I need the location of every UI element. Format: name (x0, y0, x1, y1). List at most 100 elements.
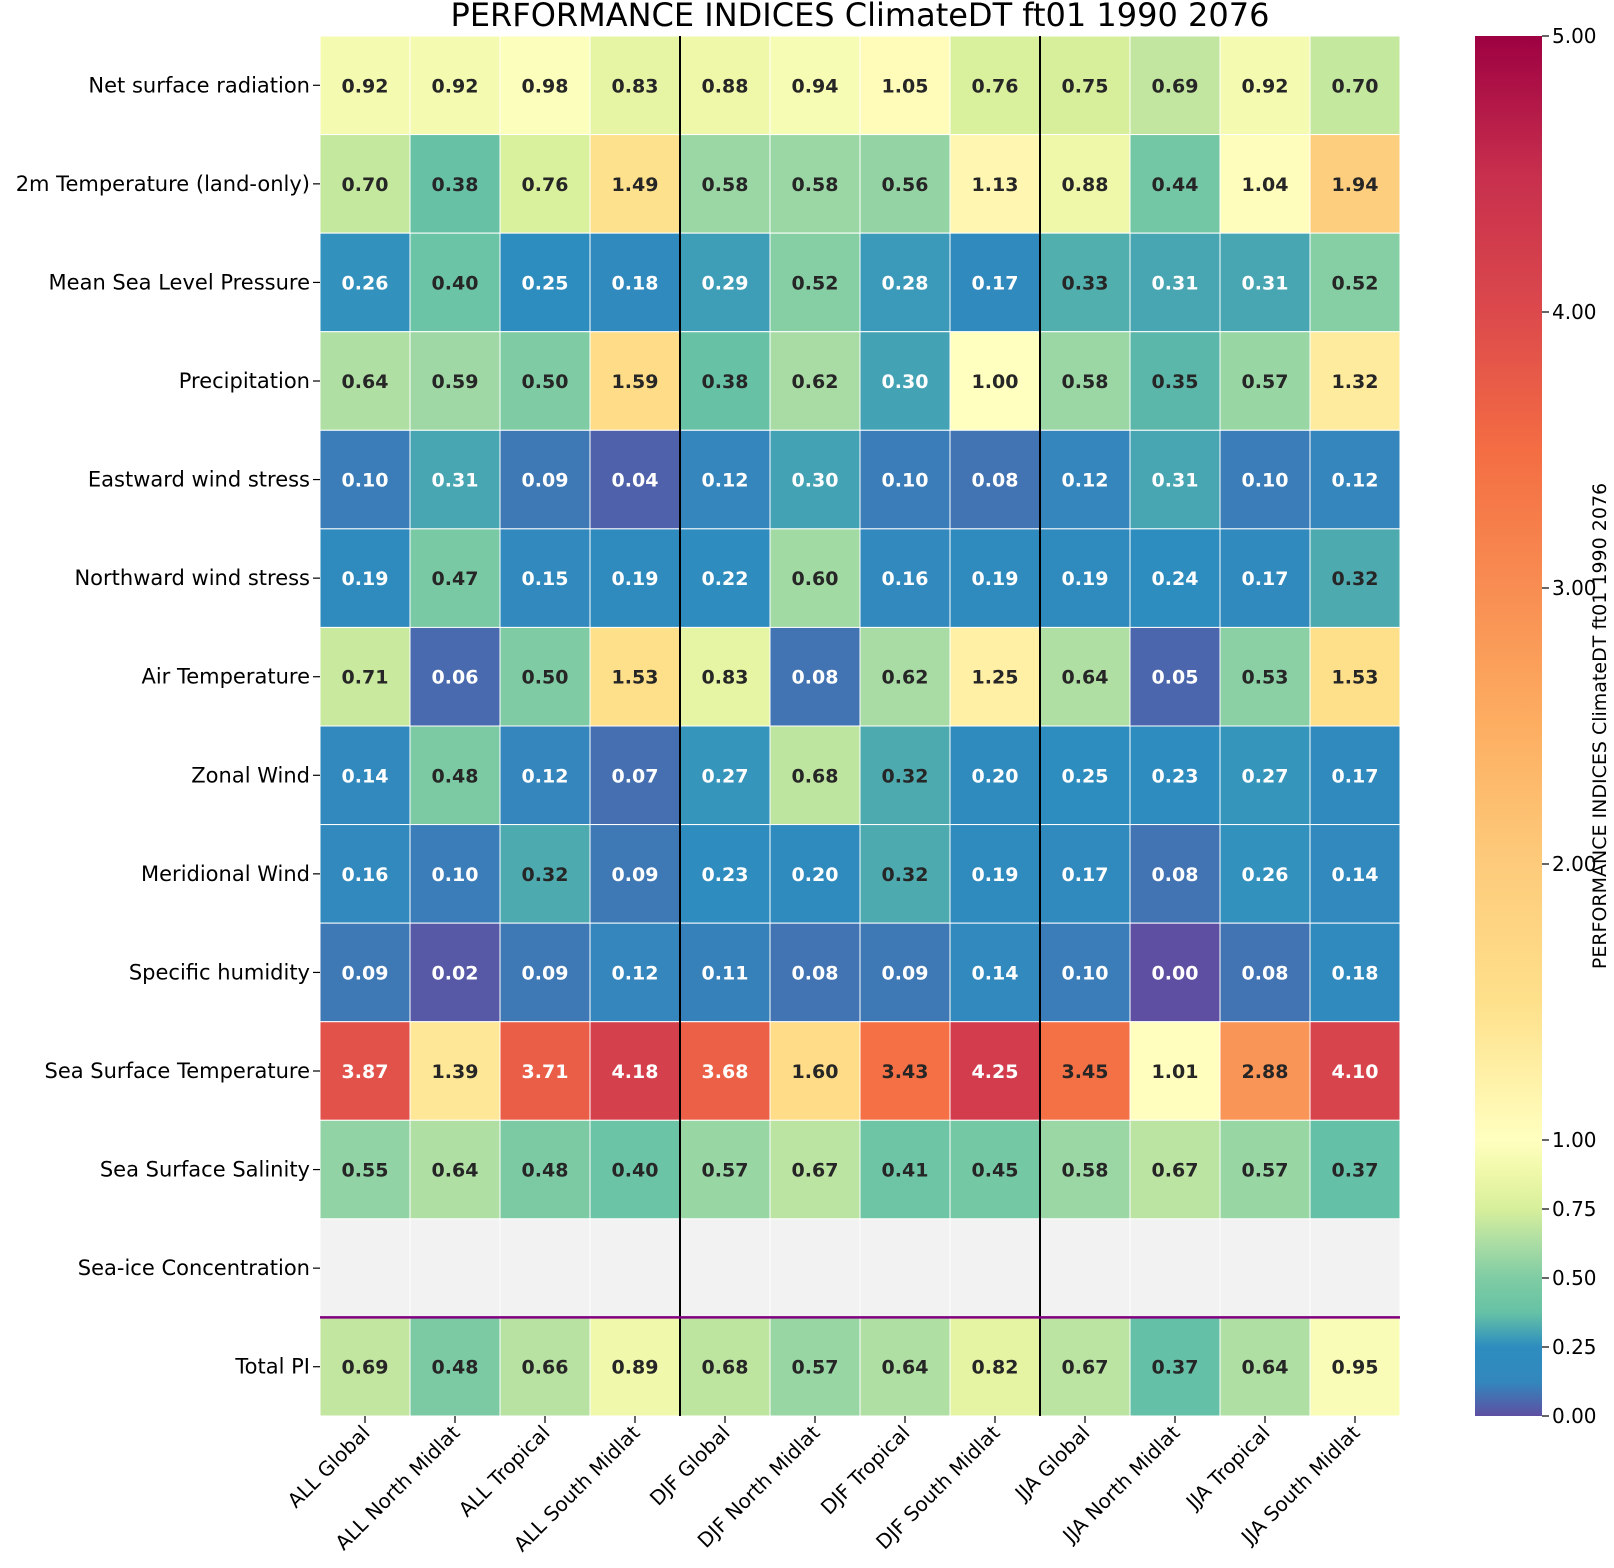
cell-value-label: 0.12 (522, 765, 569, 787)
column-label: ALL Global (283, 1421, 375, 1513)
heatmap-cell (589, 922, 681, 1023)
heatmap-cell (1129, 528, 1221, 628)
cell-value-label: 0.53 (1242, 667, 1289, 689)
cell-value-label: 1.94 (1332, 174, 1379, 196)
column-label: ALL Tropical (454, 1421, 555, 1522)
cell-value-label: 0.33 (1062, 272, 1109, 294)
heatmap-cell (409, 1021, 501, 1121)
row-label: Northward wind stress (74, 566, 310, 590)
cell-value-label: 0.68 (702, 1357, 749, 1379)
cell-value-label: 2.88 (1242, 1061, 1289, 1083)
row-label: 2m Temperature (land-only) (16, 172, 310, 196)
cell-value-label: 0.16 (882, 568, 929, 590)
cell-value-label: 0.27 (1242, 765, 1289, 787)
row-label: Total PI (234, 1355, 310, 1379)
heatmap-cell (409, 429, 501, 530)
heatmap-cell (1129, 1316, 1221, 1417)
heatmap-cell (769, 35, 861, 136)
heatmap-cell (859, 331, 951, 431)
heatmap-cell (859, 528, 951, 628)
cell-value-label: 0.18 (1332, 962, 1379, 984)
heatmap-cell (589, 1218, 681, 1318)
heatmap-cell (769, 1316, 861, 1417)
cell-value-label: 0.20 (972, 765, 1019, 787)
cell-value-label: 0.09 (522, 962, 569, 984)
cell-value-label: 0.50 (522, 371, 569, 393)
colorbar-tick-label: 4.00 (1552, 300, 1597, 324)
cell-value-label: 0.08 (1152, 864, 1199, 886)
colorbar-tick-label: 0.50 (1552, 1266, 1597, 1290)
heatmap-cell (949, 528, 1041, 628)
cell-value-label: 0.92 (432, 75, 479, 97)
cell-value-label: 0.09 (882, 962, 929, 984)
heatmap-cell (1309, 232, 1401, 333)
cell-value-label: 0.70 (342, 174, 389, 196)
cell-value-label: 0.58 (1062, 371, 1109, 393)
cell-value-label: 0.16 (342, 864, 389, 886)
cell-value-label: 0.40 (612, 1160, 659, 1182)
heatmap-cell (679, 232, 771, 333)
cell-value-label: 0.14 (1332, 864, 1379, 886)
cell-value-label: 1.25 (972, 667, 1019, 689)
cell-value-label: 0.56 (882, 174, 929, 196)
cell-value-label: 1.60 (792, 1061, 839, 1083)
cell-value-label: 0.76 (972, 75, 1019, 97)
heatmap-cell (1309, 1218, 1401, 1318)
cell-value-label: 0.64 (1062, 667, 1109, 689)
cell-value-label: 3.45 (1062, 1061, 1109, 1083)
cell-value-label: 1.00 (972, 371, 1019, 393)
heatmap-cell (499, 1021, 591, 1121)
cell-value-label: 0.10 (432, 864, 479, 886)
cell-value-label: 0.30 (882, 371, 929, 393)
heatmap-cell (409, 1316, 501, 1417)
heatmap-cell (949, 1218, 1041, 1318)
heatmap-cell (1129, 1119, 1221, 1220)
heatmap-cell (1309, 35, 1401, 136)
heatmap-cell (1309, 1021, 1401, 1121)
cell-value-label: 0.52 (1332, 272, 1379, 294)
cell-value-label: 0.59 (432, 371, 479, 393)
cell-value-label: 0.67 (1152, 1160, 1199, 1182)
cell-value-label: 3.87 (342, 1061, 389, 1083)
cell-value-label: 0.88 (702, 75, 749, 97)
heatmap-cell (1219, 1316, 1311, 1417)
cell-value-label: 1.53 (612, 667, 659, 689)
cell-value-label: 0.09 (612, 864, 659, 886)
heatmap-cell (319, 134, 411, 234)
cell-value-label: 0.35 (1152, 371, 1199, 393)
heatmap-cell (769, 528, 861, 628)
cell-value-label: 0.64 (1242, 1357, 1289, 1379)
heatmap-cell (589, 626, 681, 727)
cell-value-label: 0.60 (792, 568, 839, 590)
cell-value-label: 0.25 (1062, 765, 1109, 787)
cell-value-label: 0.08 (792, 962, 839, 984)
cell-value-label: 0.57 (702, 1160, 749, 1182)
cell-value-label: 0.44 (1152, 174, 1199, 196)
heatmap-cell (589, 1316, 681, 1417)
cell-value-label: 0.04 (612, 470, 659, 492)
heatmap-cell (1219, 824, 1311, 924)
heatmap-cell (1309, 134, 1401, 234)
chart-title: PERFORMANCE INDICES ClimateDT ft01 1990 … (451, 0, 1270, 34)
heatmap-cell (1039, 1218, 1131, 1318)
cell-value-label: 0.48 (522, 1160, 569, 1182)
cell-value-label: 1.01 (1152, 1061, 1199, 1083)
cell-value-label: 0.02 (432, 962, 479, 984)
heatmap-cell (1129, 1218, 1221, 1318)
cell-value-label: 0.58 (1062, 1160, 1109, 1182)
cell-value-label: 0.68 (792, 765, 839, 787)
cell-value-label: 0.64 (432, 1160, 479, 1182)
cell-value-label: 3.43 (882, 1061, 929, 1083)
cell-value-label: 0.31 (432, 470, 479, 492)
heatmap-cell (589, 134, 681, 234)
cell-value-label: 1.05 (882, 75, 929, 97)
heatmap-cell (589, 331, 681, 431)
heatmap-cell (319, 1021, 411, 1121)
cell-value-label: 0.58 (792, 174, 839, 196)
heatmap-cell (679, 922, 771, 1023)
cell-value-label: 0.17 (1062, 864, 1109, 886)
heatmap-cell (1039, 1021, 1131, 1121)
heatmap-cell (319, 725, 411, 826)
cell-value-label: 0.94 (792, 75, 839, 97)
cell-value-label: 0.24 (1152, 568, 1199, 590)
